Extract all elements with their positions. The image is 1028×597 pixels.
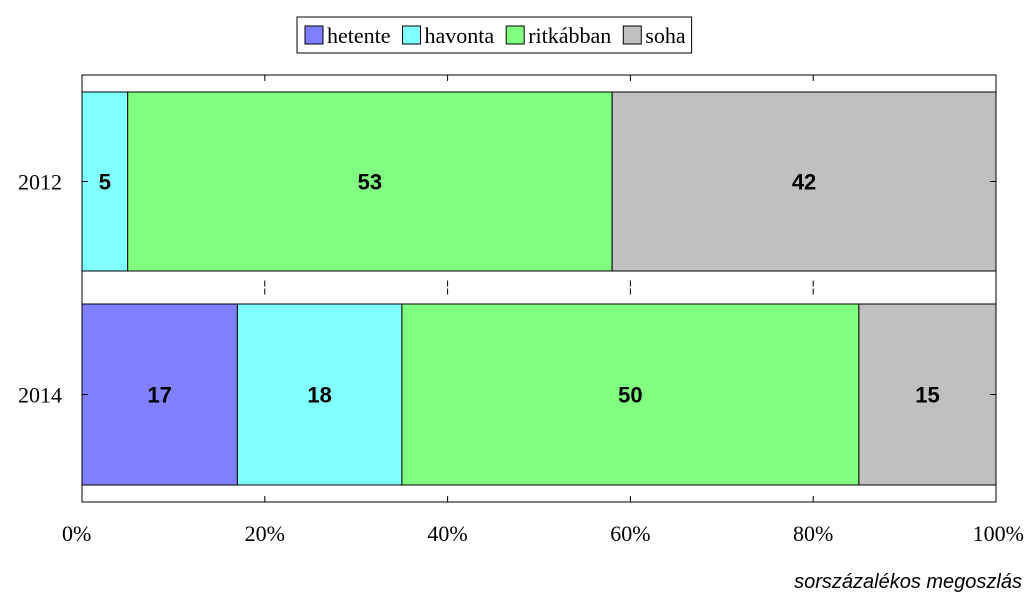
legend: hetente havonta ritkábban soha bbox=[296, 16, 693, 54]
x-tick-label: 80% bbox=[793, 521, 833, 546]
data-label-2012-soha: 42 bbox=[792, 170, 816, 195]
data-label-2012-havonta: 5 bbox=[99, 170, 111, 195]
bar-segment-2014-ritkábban bbox=[401, 303, 860, 486]
x-tick-label: 40% bbox=[427, 521, 467, 546]
bar-segment-2012-soha bbox=[611, 91, 997, 272]
y-tick-label-2014: 2014 bbox=[18, 383, 62, 408]
data-label-2012-ritkábban: 53 bbox=[358, 170, 382, 195]
x-tick-label: 0% bbox=[62, 521, 91, 546]
bars: 5 53 42 17 18 50 15 bbox=[81, 91, 997, 486]
data-label-2014-soha: 15 bbox=[915, 383, 939, 408]
bar-segment-2012-havonta bbox=[81, 91, 129, 272]
y-tick-label-2012: 2012 bbox=[18, 170, 62, 195]
legend-swatch-havonta bbox=[402, 25, 422, 45]
legend-swatch-ritkábban bbox=[505, 25, 525, 45]
x-tick-label: 100% bbox=[973, 521, 1024, 546]
x-tick-label: 20% bbox=[245, 521, 285, 546]
data-label-2014-ritkábban: 50 bbox=[618, 383, 642, 408]
legend-label-havonta: havonta bbox=[425, 23, 495, 48]
bar-segment-2014-havonta bbox=[236, 303, 403, 486]
x-tick-label: 60% bbox=[610, 521, 650, 546]
legend-label-ritkábban: ritkábban bbox=[528, 23, 611, 48]
legend-swatch-soha bbox=[622, 25, 642, 45]
legend-label-soha: soha bbox=[645, 23, 686, 48]
data-label-2014-havonta: 18 bbox=[307, 383, 331, 408]
legend-label-hetente: hetente bbox=[327, 23, 391, 48]
legend-swatch-hetente bbox=[304, 25, 324, 45]
bar-segment-2012-ritkábban bbox=[127, 91, 613, 272]
bar-segment-2014-soha bbox=[858, 303, 997, 486]
bar-segment-2014-hetente bbox=[81, 303, 238, 486]
x-axis-label: sorszázalékos megoszlás bbox=[794, 571, 1022, 592]
data-label-2014-hetente: 17 bbox=[147, 383, 171, 408]
axes: 2012 2014 0% 20% 40% 60% 80% 100% bbox=[18, 74, 1024, 546]
